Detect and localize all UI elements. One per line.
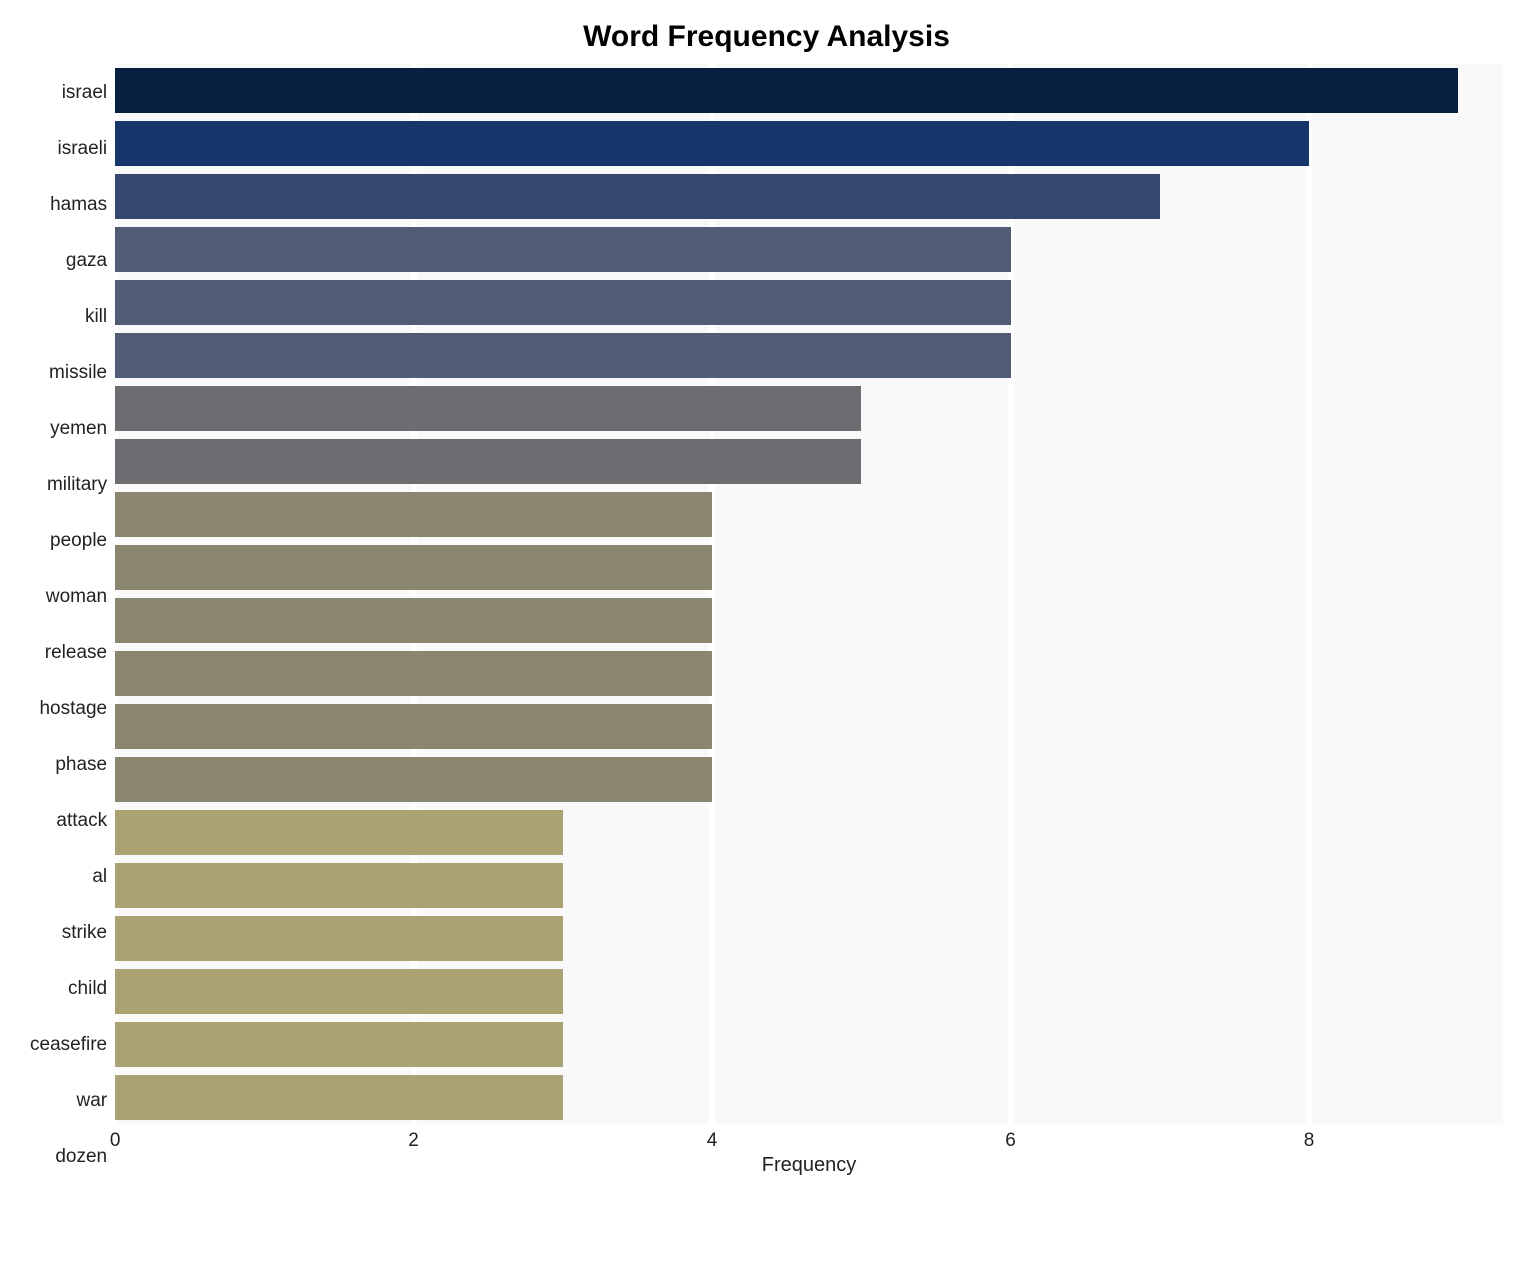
bar bbox=[115, 545, 712, 590]
x-axis-tick: 4 bbox=[707, 1130, 718, 1152]
y-axis-label: strike bbox=[30, 923, 107, 942]
bar-row bbox=[115, 916, 1503, 961]
bar bbox=[115, 227, 1010, 272]
y-axis-label: missile bbox=[30, 363, 107, 382]
bar bbox=[115, 916, 563, 961]
bar-row bbox=[115, 598, 1503, 643]
chart-title: Word Frequency Analysis bbox=[30, 20, 1503, 54]
bars-layer bbox=[115, 64, 1503, 1124]
bar bbox=[115, 704, 712, 749]
y-axis-label: yemen bbox=[30, 419, 107, 438]
y-axis-label: hostage bbox=[30, 699, 107, 718]
bar bbox=[115, 1022, 563, 1067]
x-axis-title: Frequency bbox=[762, 1154, 857, 1177]
x-axis-tick: 2 bbox=[408, 1130, 419, 1152]
bar bbox=[115, 333, 1010, 378]
bar bbox=[115, 280, 1010, 325]
bar bbox=[115, 863, 563, 908]
bar-row bbox=[115, 757, 1503, 802]
y-axis-label: people bbox=[30, 531, 107, 550]
bar-row bbox=[115, 545, 1503, 590]
bar-row bbox=[115, 1022, 1503, 1067]
bar bbox=[115, 651, 712, 696]
bar-row bbox=[115, 969, 1503, 1014]
bar bbox=[115, 386, 861, 431]
bar-row bbox=[115, 651, 1503, 696]
bar bbox=[115, 492, 712, 537]
y-axis-label: attack bbox=[30, 811, 107, 830]
y-axis-label: hamas bbox=[30, 195, 107, 214]
bar bbox=[115, 174, 1160, 219]
bar-row bbox=[115, 68, 1503, 113]
bar bbox=[115, 969, 563, 1014]
chart-container: Word Frequency Analysis israel israeli ham… bbox=[0, 0, 1533, 1214]
y-axis-label: military bbox=[30, 475, 107, 494]
y-axis-label: dozen bbox=[30, 1147, 107, 1166]
bar-row bbox=[115, 333, 1503, 378]
bar bbox=[115, 757, 712, 802]
bar bbox=[115, 68, 1458, 113]
y-axis-label: child bbox=[30, 979, 107, 998]
y-axis-label: ceasefire bbox=[30, 1035, 107, 1054]
bar-row bbox=[115, 280, 1503, 325]
chart-body: israel israeli hamas gaza kill missile yemen mi… bbox=[30, 64, 1503, 1184]
bar-row bbox=[115, 492, 1503, 537]
y-axis-label: woman bbox=[30, 587, 107, 606]
bar-row bbox=[115, 863, 1503, 908]
bar-row bbox=[115, 121, 1503, 166]
bar-row bbox=[115, 810, 1503, 855]
bar bbox=[115, 121, 1309, 166]
y-axis-label: israeli bbox=[30, 139, 107, 158]
plot-area bbox=[115, 64, 1503, 1124]
y-axis-label: israel bbox=[30, 83, 107, 102]
x-axis: Frequency 02468 bbox=[115, 1124, 1503, 1184]
bar bbox=[115, 1075, 563, 1120]
bar bbox=[115, 439, 861, 484]
y-axis-label: gaza bbox=[30, 251, 107, 270]
y-axis-label: al bbox=[30, 867, 107, 886]
bar-row bbox=[115, 704, 1503, 749]
bar-row bbox=[115, 1075, 1503, 1120]
bar bbox=[115, 598, 712, 643]
bar-row bbox=[115, 386, 1503, 431]
y-axis-label: kill bbox=[30, 307, 107, 326]
plot-column: Frequency 02468 bbox=[115, 64, 1503, 1184]
x-axis-tick: 8 bbox=[1304, 1130, 1315, 1152]
bar-row bbox=[115, 174, 1503, 219]
bar-row bbox=[115, 227, 1503, 272]
y-axis-label: phase bbox=[30, 755, 107, 774]
x-axis-tick: 0 bbox=[110, 1130, 121, 1152]
y-axis-label: war bbox=[30, 1091, 107, 1110]
x-axis-tick: 6 bbox=[1005, 1130, 1016, 1152]
y-axis: israel israeli hamas gaza kill missile yemen mi… bbox=[30, 64, 115, 1184]
y-axis-label: release bbox=[30, 643, 107, 662]
bar bbox=[115, 810, 563, 855]
bar-row bbox=[115, 439, 1503, 484]
